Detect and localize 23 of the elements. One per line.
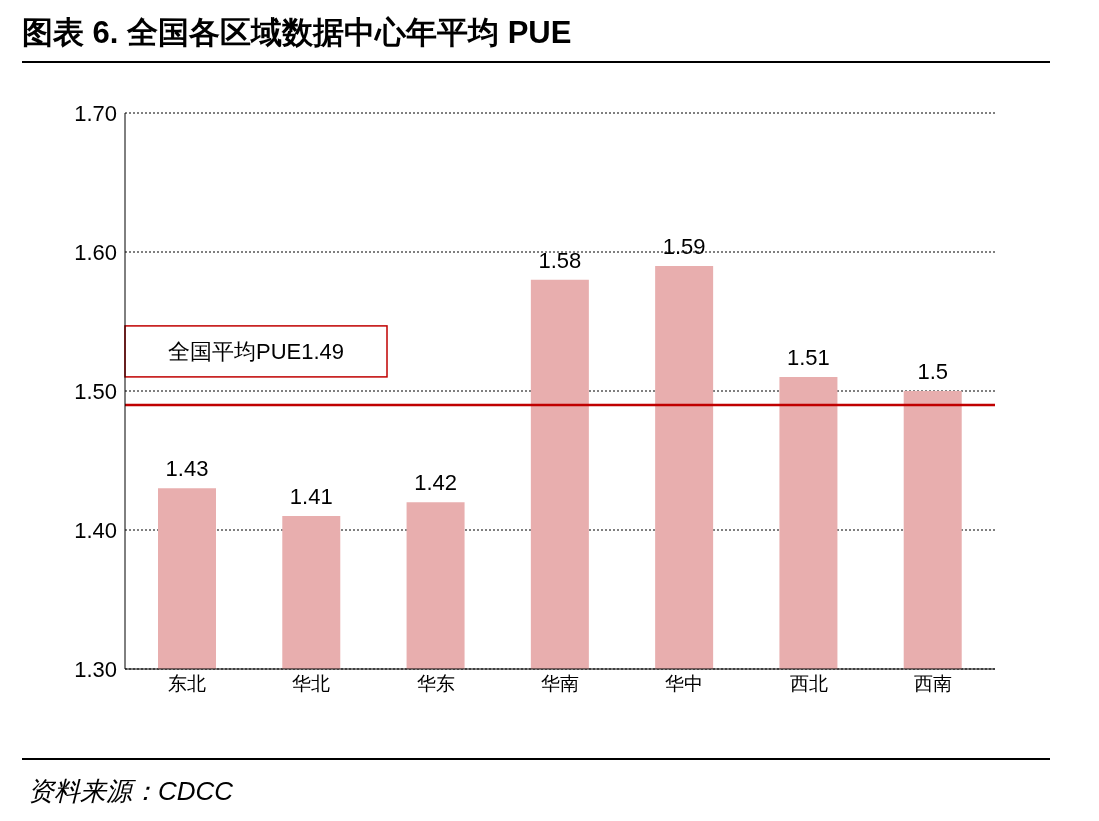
y-tick-label: 1.30: [74, 656, 117, 682]
data-label: 1.51: [787, 345, 830, 371]
text: 资料来源：CDCC: [28, 775, 234, 808]
data-label: 1.42: [414, 470, 457, 496]
data-label: 1.43: [165, 456, 209, 482]
chart-title: 图表 6. 全国各区域数据中心年平均 PUE: [22, 14, 572, 52]
x-tick-label: 西北: [789, 672, 828, 695]
data-label: 1.59: [662, 233, 706, 259]
data-label: 1.58: [538, 247, 582, 273]
x-tick-label: 华中: [665, 672, 704, 695]
label-frame: 全国平均PUE1.49: [124, 325, 388, 378]
x-tick-label: 华东: [416, 672, 455, 695]
x-tick-label: 华南: [541, 672, 579, 695]
data-label: 1.5: [917, 359, 949, 384]
ref-line-label: 全国平均PUE1.49: [167, 338, 345, 364]
y-tick-label: 1.70: [74, 100, 117, 126]
x-tick-label: 西南: [913, 672, 952, 695]
data-label: 1.41: [289, 484, 333, 510]
y-tick-label: 1.60: [74, 239, 117, 265]
y-tick-label: 1.50: [74, 378, 117, 404]
x-tick-label: 东北: [168, 672, 207, 695]
x-tick-label: 华北: [292, 672, 331, 695]
y-tick-label: 1.40: [74, 517, 117, 543]
